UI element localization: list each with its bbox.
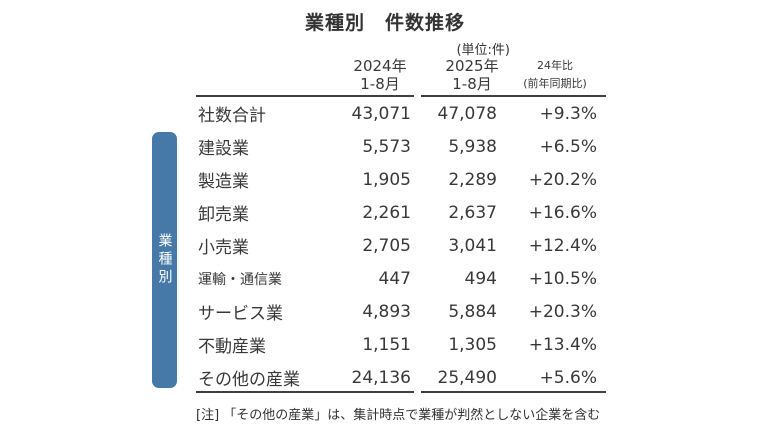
unit-note: (単位:件)	[456, 43, 510, 58]
cell-v2024: 1,905	[362, 169, 411, 190]
column-header-2024-year: 2024年	[353, 57, 407, 75]
table-body: 社数合計 43,071 47,078 +9.3% 建設業 5,573 5,938 +6.5% 製…	[196, 97, 606, 394]
footer-rule-right	[421, 391, 606, 393]
cell-v2025: 2,289	[448, 169, 497, 190]
cell-v2025: 1,305	[448, 334, 497, 355]
column-header-2025: 2025年 1-8月	[436, 57, 508, 93]
column-header-yoy-sublabel: (前年同期比)	[523, 77, 587, 90]
table-row: 小売業 2,705 3,041 +12.4%	[196, 229, 606, 262]
row-label: 運輸・通信業	[198, 271, 282, 288]
table-row: 運輸・通信業 447 494 +10.5%	[196, 262, 606, 295]
cell-v2025: 5,938	[448, 136, 497, 157]
cell-v2025: 5,884	[448, 301, 497, 322]
column-header-2024-period: 1-8月	[360, 75, 400, 93]
cell-v2025: 494	[464, 268, 497, 289]
cell-v2024: 2,705	[362, 235, 411, 256]
row-label: 社数合計	[198, 106, 266, 126]
cell-v2025: 2,637	[448, 202, 497, 223]
cell-v2024: 447	[378, 268, 411, 289]
footer-rule-left	[196, 391, 414, 393]
table-row: 社数合計 43,071 47,078 +9.3%	[196, 97, 606, 130]
cell-v2025: 25,490	[437, 367, 497, 388]
table-row: サービス業 4,893 5,884 +20.3%	[196, 295, 606, 328]
column-header-yoy: 24年比 (前年同期比)	[498, 57, 612, 93]
table-row: 製造業 1,905 2,289 +20.2%	[196, 163, 606, 196]
row-label: 建設業	[198, 139, 249, 159]
column-header-2024: 2024年 1-8月	[344, 57, 416, 93]
cell-yoy: +9.3%	[539, 103, 597, 124]
header-rule-right	[421, 95, 606, 97]
row-label: 卸売業	[198, 205, 249, 225]
page-title: 業種別 件数推移	[304, 12, 465, 34]
cell-yoy: +13.4%	[528, 334, 597, 355]
row-label: 小売業	[198, 238, 249, 258]
cell-v2025: 47,078	[437, 103, 497, 124]
category-axis-bar: 業種別	[152, 132, 177, 388]
cell-v2025: 3,041	[448, 235, 497, 256]
cell-v2024: 4,893	[362, 301, 411, 322]
row-label: サービス業	[198, 304, 283, 324]
cell-yoy: +20.2%	[528, 169, 597, 190]
cell-v2024: 5,573	[362, 136, 411, 157]
table-row: 不動産業 1,151 1,305 +13.4%	[196, 328, 606, 361]
cell-yoy: +12.4%	[528, 235, 597, 256]
category-axis-label: 業種別	[156, 233, 173, 287]
table-row: その他の産業 24,136 25,490 +5.6%	[196, 361, 606, 394]
row-label: 不動産業	[198, 337, 266, 357]
row-label: 製造業	[198, 172, 249, 192]
column-header-2025-period: 1-8月	[452, 75, 492, 93]
cell-yoy: +16.6%	[528, 202, 597, 223]
footnote: [注] 「その他の産業」は、集計時点で業種が判然としない企業を含む	[196, 408, 601, 423]
table-row: 建設業 5,573 5,938 +6.5%	[196, 130, 606, 163]
cell-v2024: 2,261	[362, 202, 411, 223]
cell-v2024: 1,151	[362, 334, 411, 355]
cell-v2024: 43,071	[351, 103, 411, 124]
cell-v2024: 24,136	[351, 367, 411, 388]
cell-yoy: +5.6%	[539, 367, 597, 388]
cell-yoy: +20.3%	[528, 301, 597, 322]
column-header-2025-year: 2025年	[445, 57, 499, 75]
header-rule-left	[196, 95, 414, 97]
cell-yoy: +6.5%	[539, 136, 597, 157]
table-row: 卸売業 2,261 2,637 +16.6%	[196, 196, 606, 229]
cell-yoy: +10.5%	[528, 268, 597, 289]
row-label: その他の産業	[198, 370, 300, 390]
column-header-yoy-label: 24年比	[537, 59, 573, 72]
